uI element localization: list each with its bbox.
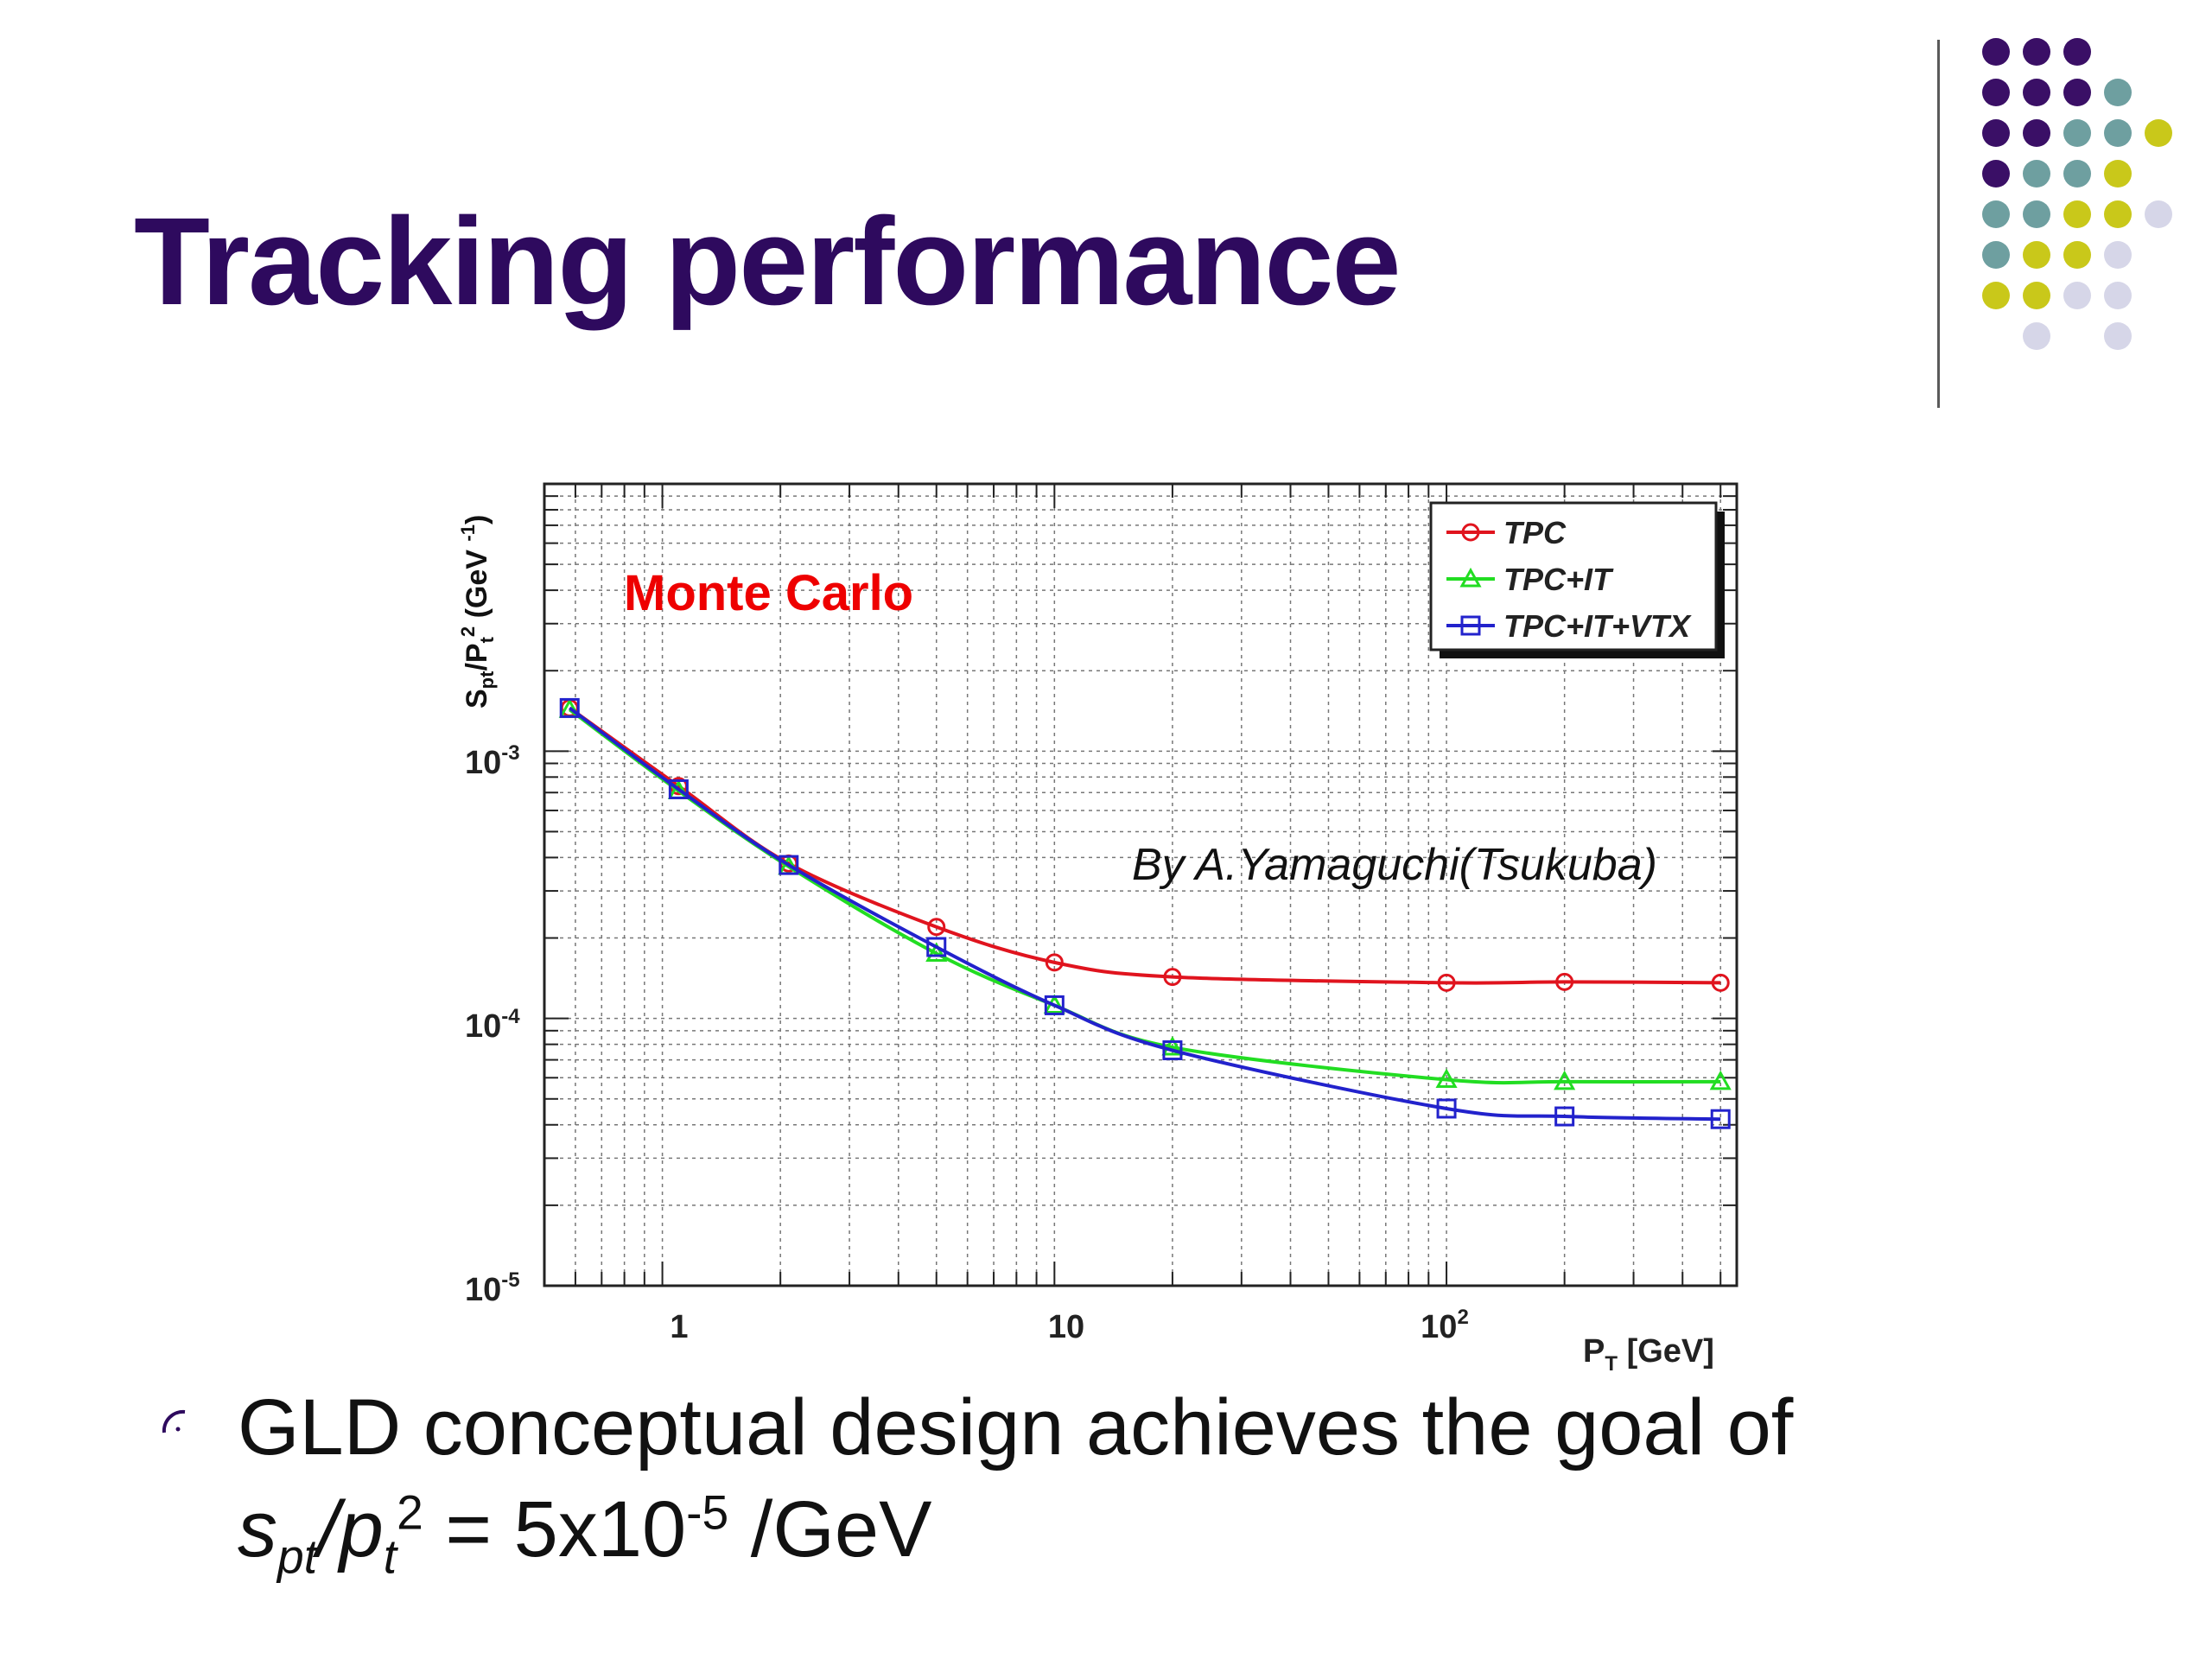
legend-label: TPC	[1503, 515, 1567, 550]
series-layer	[558, 697, 1732, 1129]
x-tick-label-1: 1	[670, 1309, 688, 1345]
formula-exp: -5	[686, 1485, 729, 1540]
credit-label: By A.Yamaguchi(Tsukuba)	[1132, 840, 1657, 890]
data-point-tpc-it	[1554, 1070, 1576, 1090]
series-line-tpc-it-vtx	[569, 706, 1721, 1122]
data-point-tpc-it-vtx	[1554, 1106, 1575, 1127]
data-point-tpc	[1437, 973, 1456, 992]
y-tick-label-1e-3: 10-3	[465, 741, 520, 781]
plot-frame	[543, 482, 1738, 1287]
data-point-tpc-it	[1161, 1035, 1184, 1056]
slide-title: Tracking performance	[134, 192, 1402, 331]
bullet-arc-icon	[162, 1409, 186, 1433]
data-point-tpc-it-vtx	[779, 855, 799, 875]
formula-slash: /	[317, 1485, 340, 1573]
data-point-tpc-it-vtx	[1044, 995, 1065, 1015]
y-tick-label-1e-5: 10-5	[465, 1268, 520, 1308]
bullet-text-line1: GLD conceptual design achieves the goal …	[238, 1383, 1794, 1471]
data-point-tpc-it-vtx	[559, 697, 580, 718]
legend-marker	[1459, 567, 1482, 588]
x-axis-label: PT [GeV]	[1583, 1333, 1714, 1376]
formula-p-sub: t	[383, 1529, 397, 1584]
legend-marker	[1461, 523, 1480, 542]
chart-legend: TPC TPC+IT TPC+IT+VTX	[1429, 501, 1725, 658]
formula-s: s	[238, 1485, 277, 1573]
legend-label: TPC+IT+VTX	[1503, 608, 1692, 644]
bullet-text-line2: spt/pt2 = 5x10-5 /GeV	[238, 1484, 931, 1584]
data-point-tpc-it-vtx	[1162, 1040, 1183, 1061]
data-point-tpc-it-vtx	[926, 937, 947, 957]
data-point-tpc	[1555, 972, 1574, 991]
formula-p: p	[339, 1485, 384, 1573]
data-point-tpc-it	[1435, 1068, 1458, 1089]
data-point-tpc-it-vtx	[668, 779, 689, 799]
data-point-tpc	[1711, 973, 1730, 992]
data-point-tpc-it-vtx	[1710, 1109, 1731, 1129]
title-divider-line	[1937, 40, 1940, 408]
axis-ticks	[543, 484, 1737, 1287]
data-point-tpc	[1045, 953, 1064, 972]
y-tick-label-1e-4: 10-4	[465, 1005, 520, 1045]
legend-label: TPC+IT	[1503, 562, 1614, 597]
y-axis-label: Spt/Pt2 (GeV -1)	[457, 515, 498, 709]
data-point-tpc	[1163, 968, 1182, 987]
x-tick-label-10: 10	[1048, 1309, 1084, 1345]
data-point-tpc-it-vtx	[1436, 1098, 1457, 1119]
x-tick-label-100: 102	[1421, 1306, 1469, 1345]
formula-s-sub: pt	[277, 1529, 318, 1584]
data-point-tpc-it	[1709, 1070, 1732, 1090]
data-point-tpc-it	[925, 942, 948, 962]
data-point-tpc	[927, 918, 946, 937]
formula-equals: = 5x10	[423, 1485, 687, 1573]
legend-marker	[1460, 615, 1481, 636]
monte-carlo-label: Monte Carlo	[624, 565, 913, 621]
formula-p-sup: 2	[397, 1485, 423, 1540]
formula-unit: /GeV	[728, 1485, 932, 1573]
